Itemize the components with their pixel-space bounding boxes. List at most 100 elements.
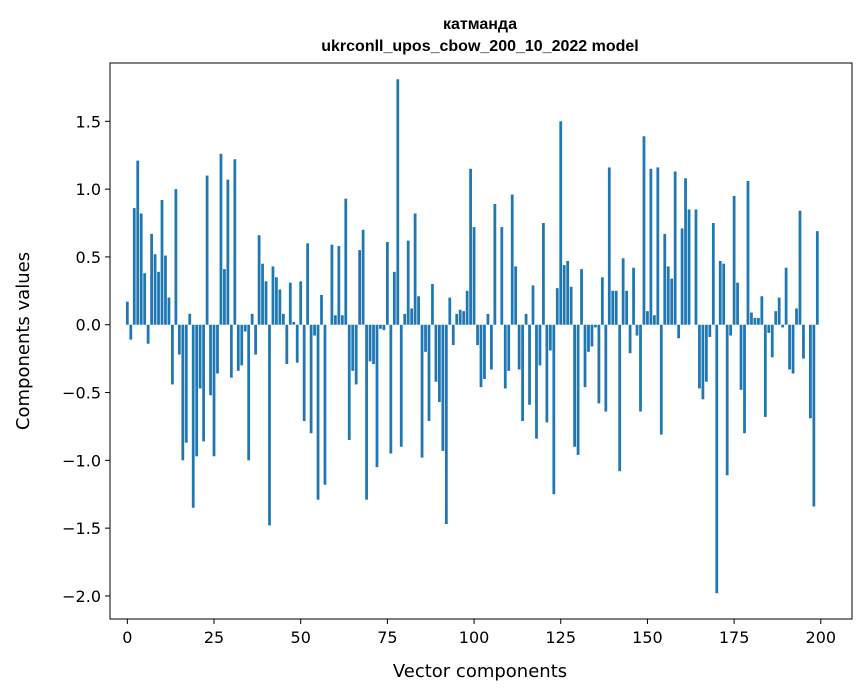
bar	[431, 284, 434, 325]
bar	[746, 180, 750, 325]
bar	[129, 324, 133, 340]
bar	[729, 324, 733, 336]
bar	[812, 324, 816, 507]
bar	[476, 324, 479, 346]
bar	[278, 289, 282, 325]
bar	[462, 311, 466, 325]
bar	[701, 324, 705, 400]
bar	[663, 233, 667, 325]
bar	[223, 269, 226, 325]
bar	[763, 324, 767, 417]
bar	[639, 324, 642, 412]
bar	[517, 324, 521, 370]
bar	[472, 227, 476, 325]
bar	[347, 324, 351, 440]
bar	[694, 209, 698, 325]
bar	[583, 324, 587, 388]
bar	[739, 324, 743, 390]
x-tick-label: 150	[632, 628, 663, 647]
bar	[205, 175, 209, 325]
bar	[330, 244, 334, 325]
bar	[372, 324, 375, 365]
bar	[146, 324, 150, 344]
bar	[774, 311, 778, 325]
bar	[229, 324, 233, 378]
y-axis-label: Components values	[13, 252, 34, 430]
bar	[753, 317, 757, 325]
bar	[514, 266, 518, 325]
bar	[566, 260, 570, 325]
bar	[167, 297, 171, 325]
bar	[212, 324, 216, 457]
bar	[191, 324, 195, 508]
bar	[392, 271, 396, 325]
bar	[798, 210, 802, 325]
bar	[490, 324, 493, 370]
bar	[164, 255, 167, 325]
bar	[434, 324, 438, 382]
x-tick-label: 100	[459, 628, 490, 647]
bar	[625, 290, 629, 325]
bar	[153, 254, 157, 325]
bar	[757, 317, 760, 325]
chart-title: катманда	[443, 16, 517, 33]
bar	[399, 324, 403, 447]
bar	[125, 301, 129, 325]
bar	[264, 281, 268, 325]
bar	[261, 263, 264, 325]
bar	[302, 324, 306, 422]
bar	[666, 266, 670, 325]
bar	[788, 324, 791, 370]
bar	[337, 246, 341, 325]
bar	[535, 324, 538, 439]
x-tick-label: 25	[204, 628, 224, 647]
bar	[365, 324, 368, 500]
y-tick-label: −2.0	[62, 587, 101, 606]
bar	[195, 324, 199, 457]
bar	[542, 223, 545, 325]
bar	[209, 324, 212, 396]
bar	[236, 324, 240, 371]
bar	[781, 324, 785, 328]
bar	[143, 273, 147, 325]
bar	[448, 297, 452, 325]
bar	[628, 324, 632, 354]
bar	[815, 231, 819, 325]
bar	[760, 296, 764, 325]
bar	[531, 285, 535, 325]
bar	[587, 324, 590, 352]
bar	[281, 313, 285, 325]
bar	[333, 315, 337, 325]
bar	[528, 324, 531, 405]
bar	[271, 266, 275, 325]
y-tick-label: 0.5	[76, 248, 101, 267]
bar	[396, 79, 400, 325]
bar	[455, 313, 459, 325]
y-tick-label: 0.0	[76, 316, 101, 335]
bar	[673, 171, 677, 325]
bar	[375, 324, 379, 468]
bar	[600, 277, 604, 325]
bar	[795, 308, 798, 325]
bar	[219, 153, 223, 325]
bar	[611, 290, 615, 325]
bar	[569, 286, 573, 325]
bar	[607, 167, 611, 325]
y-axis-ticks: −2.0 −1.5 −1.0 −0.5 0.0 0.5 1.0 1.5	[62, 112, 110, 606]
bar	[226, 179, 230, 325]
bar	[479, 324, 483, 388]
bar	[503, 324, 507, 389]
bar	[351, 324, 355, 371]
bar	[389, 324, 393, 454]
bar	[295, 324, 299, 363]
bar	[285, 324, 289, 365]
bar	[618, 324, 622, 472]
bar	[403, 313, 407, 325]
bar	[240, 324, 244, 366]
bar	[354, 324, 358, 385]
bar	[250, 313, 254, 325]
bar	[184, 324, 188, 443]
bar	[444, 324, 448, 525]
